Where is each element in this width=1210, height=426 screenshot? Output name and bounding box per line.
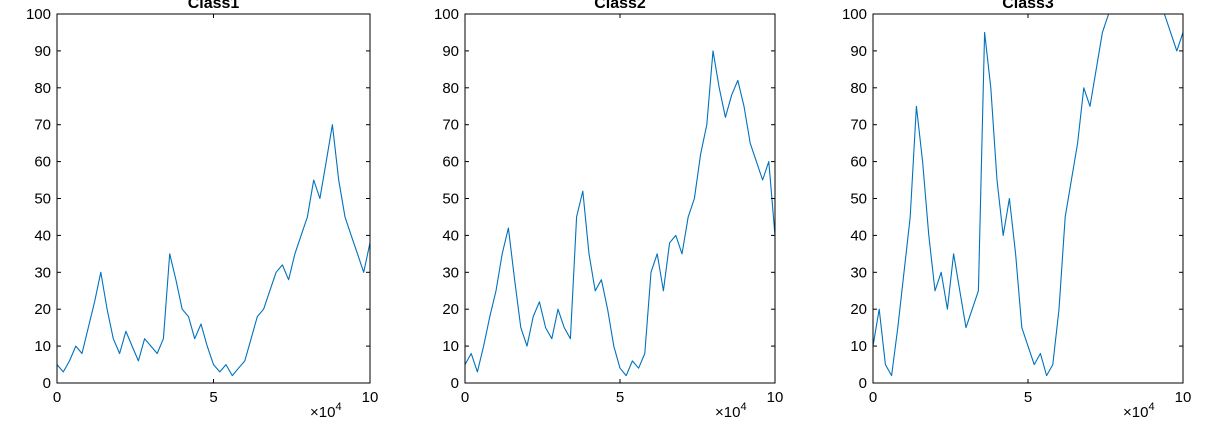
y-tick-label: 80 bbox=[850, 80, 867, 97]
chart-panel-1: 0 10 20 30 40 50 60 70 80 90 100 0 5 10 ×104 Class1 bbox=[26, 0, 378, 421]
y-tick-label: 10 bbox=[442, 338, 459, 355]
y-tick-label: 80 bbox=[442, 80, 459, 97]
series-line-1 bbox=[873, 14, 1183, 377]
y-tick-label: 100 bbox=[842, 6, 867, 23]
axes-box bbox=[872, 13, 1184, 384]
y-tick-label: 0 bbox=[43, 375, 51, 392]
x-exponent-label: ×104 bbox=[310, 401, 342, 421]
y-tick-label: 70 bbox=[850, 117, 867, 134]
x-tick-label: 10 bbox=[362, 389, 379, 406]
chart-panel-2: 0 10 20 30 40 50 60 70 80 90 100 0 5 10 ×104 Class2 bbox=[434, 0, 783, 421]
x-exponent-base: ×10 bbox=[1123, 404, 1148, 421]
x-tick-label: 0 bbox=[869, 389, 877, 406]
y-tick-label: 10 bbox=[850, 338, 867, 355]
y-tick-label: 70 bbox=[34, 117, 51, 134]
y-tick-label: 90 bbox=[850, 43, 867, 60]
x-exponent-label: ×104 bbox=[1123, 401, 1155, 421]
axes-box bbox=[56, 13, 371, 384]
x-exponent-power: 4 bbox=[335, 401, 341, 413]
y-tick-label: 50 bbox=[850, 191, 867, 208]
y-tick-label: 70 bbox=[442, 117, 459, 134]
chart-title: Class2 bbox=[594, 0, 646, 12]
x-exponent-power: 4 bbox=[740, 401, 746, 413]
chart-title: Class1 bbox=[188, 0, 240, 12]
y-tick-label: 60 bbox=[850, 154, 867, 171]
x-exponent-base: ×10 bbox=[310, 404, 335, 421]
series-line-1 bbox=[465, 50, 775, 377]
x-tick-label: 10 bbox=[767, 389, 784, 406]
y-tick-label: 100 bbox=[434, 6, 459, 23]
y-tick-label: 20 bbox=[442, 301, 459, 318]
y-tick-label: 30 bbox=[442, 264, 459, 281]
series-line-1 bbox=[57, 124, 370, 377]
y-tick-label: 90 bbox=[442, 43, 459, 60]
y-tick-label: 0 bbox=[859, 375, 867, 392]
x-tick-label: 5 bbox=[1024, 389, 1032, 406]
chart-panel-3: 0 10 20 30 40 50 60 70 80 90 100 0 5 10 ×104 Class3 bbox=[842, 0, 1191, 421]
y-tick-label: 60 bbox=[34, 154, 51, 171]
x-exponent-base: ×10 bbox=[715, 404, 740, 421]
x-exponent-power: 4 bbox=[1148, 401, 1154, 413]
y-tick-label: 100 bbox=[26, 6, 51, 23]
y-tick-label: 60 bbox=[442, 154, 459, 171]
y-tick-label: 40 bbox=[442, 227, 459, 244]
y-tick-label: 20 bbox=[850, 301, 867, 318]
x-tick-label: 0 bbox=[53, 389, 61, 406]
x-tick-label: 5 bbox=[209, 389, 217, 406]
y-tick-label: 40 bbox=[34, 227, 51, 244]
x-tick-label: 0 bbox=[461, 389, 469, 406]
axes-box bbox=[464, 13, 776, 384]
y-tick-label: 30 bbox=[34, 264, 51, 281]
y-tick-label: 50 bbox=[34, 191, 51, 208]
x-tick-label: 5 bbox=[616, 389, 624, 406]
chart-title: Class3 bbox=[1002, 0, 1054, 12]
y-tick-label: 90 bbox=[34, 43, 51, 60]
x-exponent-label: ×104 bbox=[715, 401, 747, 421]
x-tick-label: 10 bbox=[1175, 389, 1192, 406]
y-tick-label: 20 bbox=[34, 301, 51, 318]
y-tick-label: 0 bbox=[451, 375, 459, 392]
y-tick-label: 10 bbox=[34, 338, 51, 355]
y-tick-label: 30 bbox=[850, 264, 867, 281]
y-tick-label: 40 bbox=[850, 227, 867, 244]
y-tick-label: 50 bbox=[442, 191, 459, 208]
y-tick-label: 80 bbox=[34, 80, 51, 97]
